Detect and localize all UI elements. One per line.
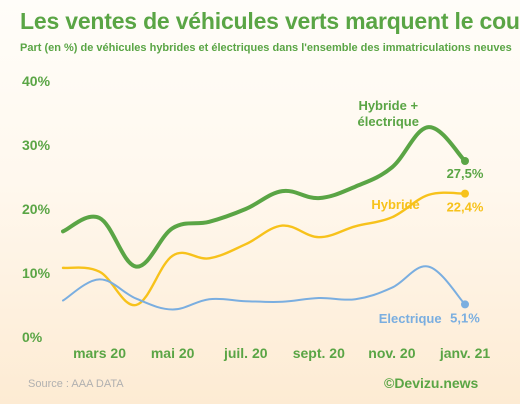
x-tick-label: mai 20 [151,345,195,361]
end-marker-electrique [461,300,469,309]
end-value-label-hybride: 22,4% [447,200,484,215]
y-tick-label: 10% [22,265,51,281]
series-label-hybride-electrique: électrique [358,114,419,129]
end-value-label-electrique: 5,1% [450,310,480,325]
series-line-electrique [62,265,466,311]
series-labels: 27,5% Hybride +électrique 22,4% Hybride 5,1%… [358,98,484,326]
series-end-markers [461,157,469,309]
series-lines [61,125,467,311]
series-label-hybride: Hybride [371,197,419,212]
credit-label: ©Devizu.news [384,375,479,391]
x-axis: mars 20 mai 20 juil. 20 sept. 20 nov. 20 janv… [73,345,490,361]
end-marker-hybride [461,189,469,198]
y-axis: 0% 10% 20% 30% 40% [22,73,51,345]
x-tick-label: juil. 20 [223,345,268,361]
series-label-electrique: Electrique [379,311,442,326]
end-value-label-hybride-electrique: 27,5% [447,166,484,181]
y-tick-label: 40% [22,73,51,89]
series-line-hybride [61,191,467,307]
x-tick-label: nov. 20 [368,345,415,361]
y-tick-label: 20% [22,201,51,217]
chart-title: Les ventes de véhicules verts marquent l… [20,8,520,34]
end-marker-hybride-electrique [461,157,469,165]
x-tick-label: mars 20 [73,345,126,361]
x-tick-label: janv. 21 [439,345,491,361]
source-note: Source : AAA DATA [28,378,124,390]
chart-subtitle: Part (en %) de véhicules hybrides et éle… [20,42,512,54]
x-tick-label: sept. 20 [293,345,345,361]
series-label-hybride-electrique: Hybride + [358,98,418,113]
y-tick-label: 30% [22,137,51,153]
y-tick-label: 0% [22,329,43,345]
series-line-hybride-electrique [61,125,467,269]
